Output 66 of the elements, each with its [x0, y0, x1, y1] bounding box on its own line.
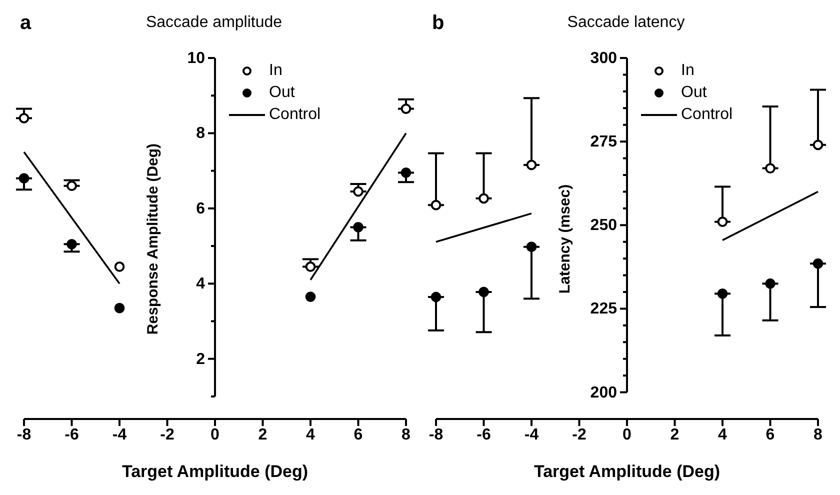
y-tick-label: 6	[196, 200, 206, 218]
point	[66, 238, 77, 250]
y-tick-label: 10	[187, 50, 206, 67]
point	[765, 278, 776, 289]
point	[305, 292, 316, 302]
y-axis-title: Latency (msec)	[556, 184, 574, 294]
point	[114, 302, 125, 314]
legend-label: Out	[681, 83, 707, 103]
y-tick-label: 225	[590, 300, 618, 318]
point	[478, 193, 489, 204]
x-tick-label: 4	[306, 426, 316, 444]
text: a	[20, 12, 32, 35]
legend-label: Control	[681, 105, 733, 125]
x-tick-label: 4	[718, 426, 728, 444]
x-tick-label: -2	[160, 426, 174, 444]
x-tick-label: -6	[476, 426, 491, 444]
y-tick-label: 8	[196, 125, 206, 142]
y-axis-title: Response Amplitude (Deg)	[144, 142, 162, 334]
point	[717, 288, 728, 299]
x-tick-label: -2	[572, 426, 586, 444]
point	[66, 180, 77, 192]
x-tick-label: -6	[64, 426, 79, 444]
point	[526, 160, 537, 170]
point	[717, 216, 728, 227]
legend-label: Out	[269, 83, 295, 103]
x-tick-label: -8	[16, 426, 32, 444]
point	[812, 140, 824, 150]
x-axis-title: Target Amplitude (Deg)	[122, 462, 308, 481]
point	[18, 173, 30, 184]
point	[353, 222, 364, 232]
x-tick-label: 8	[814, 426, 823, 444]
x-tick-label: 8	[402, 426, 411, 444]
point	[812, 258, 824, 269]
x-tick-label: 0	[622, 426, 632, 444]
point	[400, 104, 412, 114]
point	[353, 186, 364, 197]
point	[430, 200, 442, 210]
point	[526, 242, 537, 252]
text: b	[432, 12, 444, 35]
x-tick-label: 6	[354, 426, 363, 444]
x-tick-label: -4	[112, 426, 127, 444]
x-tick-label: -4	[524, 426, 539, 444]
x-tick-label: 0	[210, 426, 220, 444]
x-tick-label: 6	[766, 426, 775, 444]
point	[400, 167, 412, 178]
legend-label: In	[681, 61, 694, 81]
x-tick-label: 2	[670, 426, 680, 444]
point	[18, 112, 30, 124]
point	[478, 286, 489, 298]
chart-title: Saccade amplitude	[146, 14, 282, 31]
point	[114, 262, 125, 272]
x-axis-title: Target Amplitude (Deg)	[534, 462, 720, 481]
y-tick-label: 200	[590, 384, 618, 402]
y-tick-label: 300	[590, 50, 618, 67]
point	[305, 262, 316, 272]
y-tick-label: 250	[590, 217, 618, 234]
chart-title: Saccade latency	[567, 14, 685, 31]
x-tick-label: 2	[258, 426, 268, 444]
y-tick-label: 4	[196, 276, 206, 293]
legend-label: Control	[269, 105, 321, 125]
point	[430, 292, 442, 302]
y-tick-label: 2	[196, 350, 206, 368]
x-tick-label: -8	[428, 426, 444, 444]
point	[765, 163, 776, 174]
y-tick-label: 275	[590, 134, 618, 151]
legend-label: In	[269, 61, 282, 81]
